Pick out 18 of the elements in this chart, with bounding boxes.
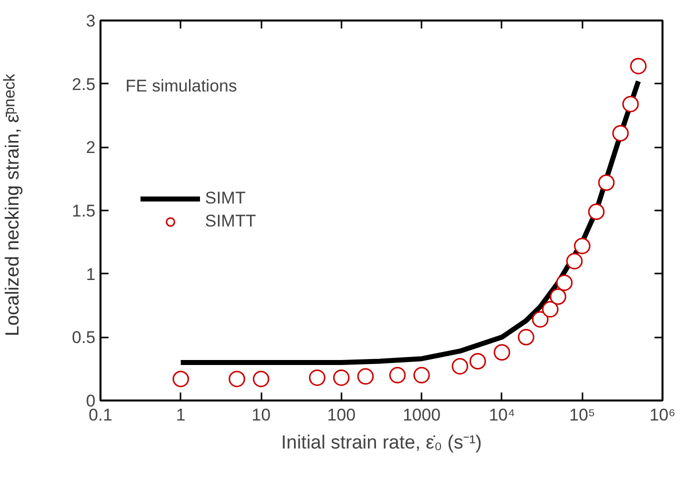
x-tick-label: 0.1 — [88, 406, 112, 424]
x-tick-label: 10⁴ — [488, 406, 516, 424]
x-tick-label: 100 — [327, 406, 356, 424]
x-tick-label: 10⁶ — [650, 406, 676, 424]
x-tick-label: 1 — [176, 406, 186, 424]
x-axis-title: Initial strain rate, ε̇₀ (s⁻¹) — [281, 432, 482, 454]
y-tick-label: 2.5 — [72, 74, 96, 94]
x-tick-label: 10⁵ — [569, 406, 596, 424]
y-tick-label: 0.5 — [72, 328, 96, 348]
y-tick-label: 3 — [86, 12, 96, 30]
x-tick-label: 10 — [252, 406, 271, 424]
y-tick-label: 1 — [86, 264, 96, 284]
annotation: FE simulations — [126, 76, 237, 96]
y-tick-label: 1.5 — [72, 202, 96, 220]
legend-label: SIMT — [205, 188, 246, 208]
x-tick-label: 1000 — [402, 406, 441, 424]
y-tick-label: 2 — [86, 138, 96, 158]
legend-label: SIMTT — [205, 212, 256, 232]
